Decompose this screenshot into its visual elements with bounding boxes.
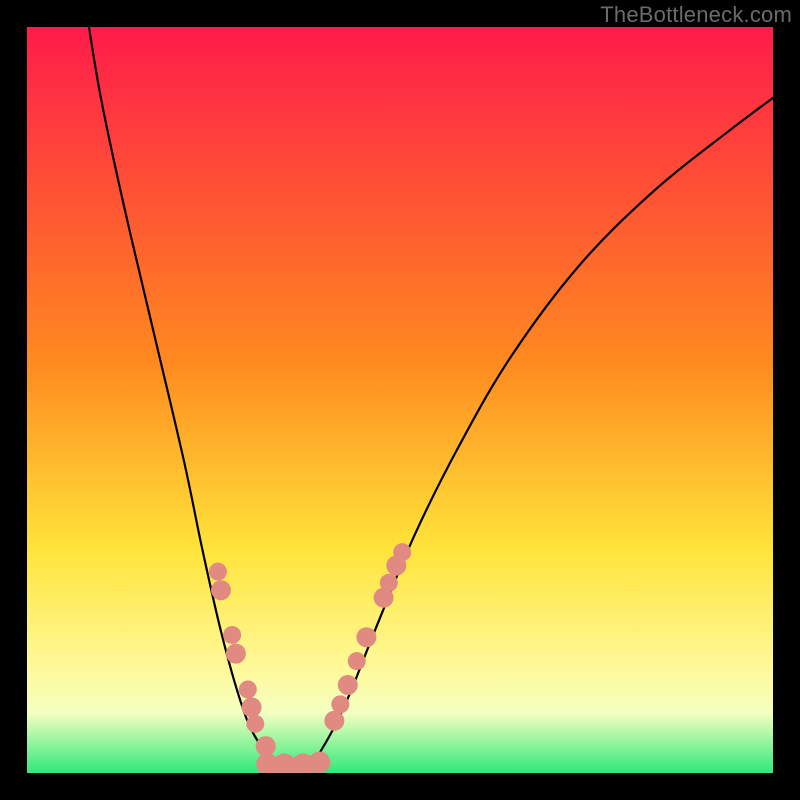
bottleneck-curve xyxy=(89,27,773,766)
watermark-text: TheBottleneck.com xyxy=(600,2,792,28)
data-marker xyxy=(338,675,358,695)
data-marker xyxy=(331,695,349,713)
data-marker xyxy=(348,652,366,670)
data-marker xyxy=(239,680,257,698)
data-marker xyxy=(242,697,262,717)
data-marker xyxy=(356,627,376,647)
data-marker xyxy=(393,543,411,561)
data-marker xyxy=(380,574,398,592)
data-marker xyxy=(308,752,330,773)
data-marker xyxy=(223,626,241,644)
data-marker xyxy=(246,715,264,733)
figure-frame: TheBottleneck.com xyxy=(0,0,800,800)
bottleneck-curve-chart xyxy=(27,27,773,773)
data-marker xyxy=(211,580,231,600)
data-marker xyxy=(226,644,246,664)
gradient-plot-area xyxy=(27,27,773,773)
data-marker xyxy=(256,736,276,756)
data-marker xyxy=(324,711,344,731)
data-marker xyxy=(209,563,227,581)
